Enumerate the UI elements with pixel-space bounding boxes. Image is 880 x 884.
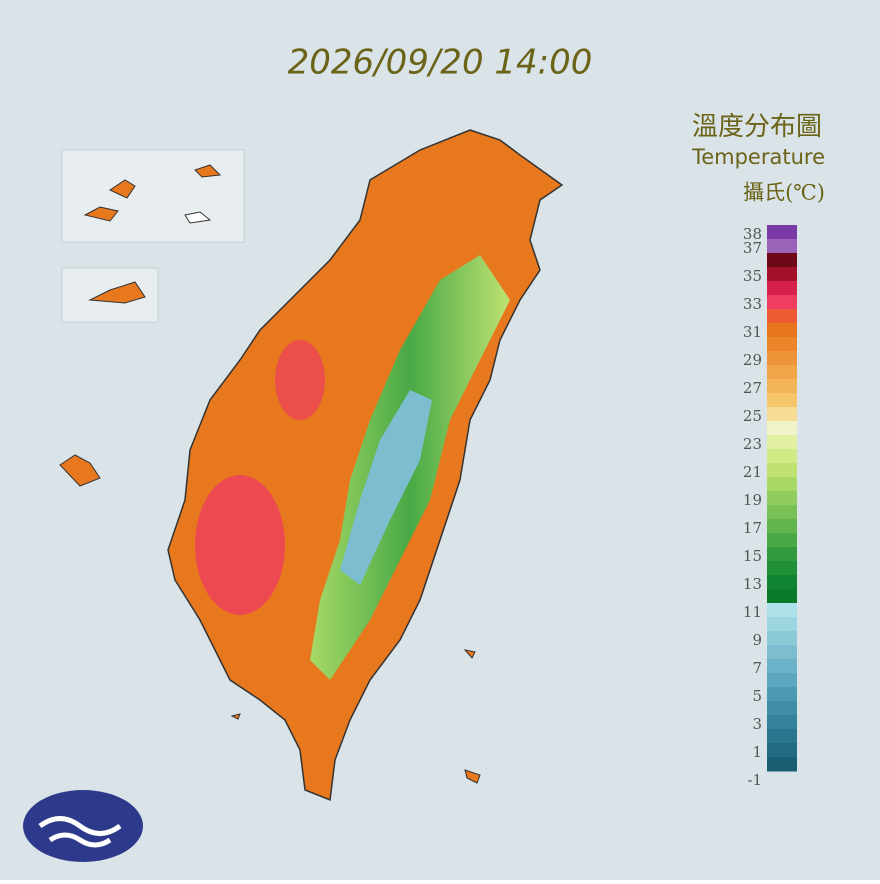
legend-swatch (767, 225, 797, 240)
legend-swatch (767, 281, 797, 296)
legend-label: 17 (743, 519, 762, 537)
legend-swatch (767, 477, 797, 492)
legend-swatch (767, 673, 797, 688)
legend-swatch (767, 519, 797, 534)
legend-swatch (767, 379, 797, 394)
legend-label: 33 (743, 295, 762, 313)
taiwan-map (167, 129, 564, 802)
legend-unit: 攝氏(℃) (743, 181, 825, 205)
legend-swatch (767, 435, 797, 450)
timestamp: 2026/09/20 14:00 (288, 43, 593, 83)
legend-label: 35 (743, 267, 762, 285)
legend-swatch (767, 463, 797, 478)
legend-swatch (767, 239, 797, 254)
legend: 溫度分布圖 Temperature 攝氏(℃) 3837353331292725… (691, 112, 825, 789)
legend-swatch (767, 449, 797, 464)
legend-swatch (767, 575, 797, 590)
legend-label: 31 (743, 323, 762, 341)
legend-label: 19 (743, 491, 762, 509)
legend-swatch (767, 337, 797, 352)
logo (23, 790, 143, 862)
legend-swatch (767, 645, 797, 660)
legend-label: 23 (743, 435, 762, 453)
legend-swatch (767, 421, 797, 436)
legend-swatch (767, 365, 797, 380)
legend-swatch (767, 729, 797, 744)
legend-swatch (767, 743, 797, 758)
legend-swatch (767, 659, 797, 674)
legend-label: 11 (743, 603, 762, 621)
legend-title: 溫度分布圖 (692, 112, 822, 142)
legend-label: 15 (743, 547, 762, 565)
legend-label: 7 (752, 659, 762, 677)
legend-swatch (767, 309, 797, 324)
legend-swatch (767, 603, 797, 618)
legend-swatch (767, 701, 797, 716)
legend-swatch (767, 323, 797, 338)
legend-swatch (767, 351, 797, 366)
legend-label: 37 (743, 239, 762, 257)
legend-swatch (767, 561, 797, 576)
legend-subtitle: Temperature (691, 145, 825, 169)
legend-swatch (767, 715, 797, 730)
legend-label: 1 (752, 743, 762, 761)
legend-swatch (767, 505, 797, 520)
legend-label: 9 (752, 631, 762, 649)
legend-swatch (767, 491, 797, 506)
legend-label: 25 (743, 407, 762, 425)
legend-swatch (767, 393, 797, 408)
legend-label: 38 (743, 225, 762, 243)
legend-label: 5 (752, 687, 762, 705)
legend-swatch (767, 589, 797, 604)
legend-swatch (767, 267, 797, 282)
legend-swatch (767, 687, 797, 702)
legend-swatch (767, 253, 797, 268)
legend-label: 3 (752, 715, 762, 733)
legend-swatch (767, 757, 797, 772)
legend-swatch (767, 407, 797, 422)
legend-swatch (767, 533, 797, 548)
legend-swatch (767, 295, 797, 310)
legend-swatch (767, 631, 797, 646)
legend-swatch (767, 617, 797, 632)
legend-label: 13 (743, 575, 762, 593)
legend-label: 27 (743, 379, 762, 397)
legend-label: 29 (743, 351, 762, 369)
legend-swatch (767, 547, 797, 562)
island-insets (59, 149, 245, 487)
legend-label: -1 (747, 771, 762, 789)
legend-label: 21 (743, 463, 762, 481)
